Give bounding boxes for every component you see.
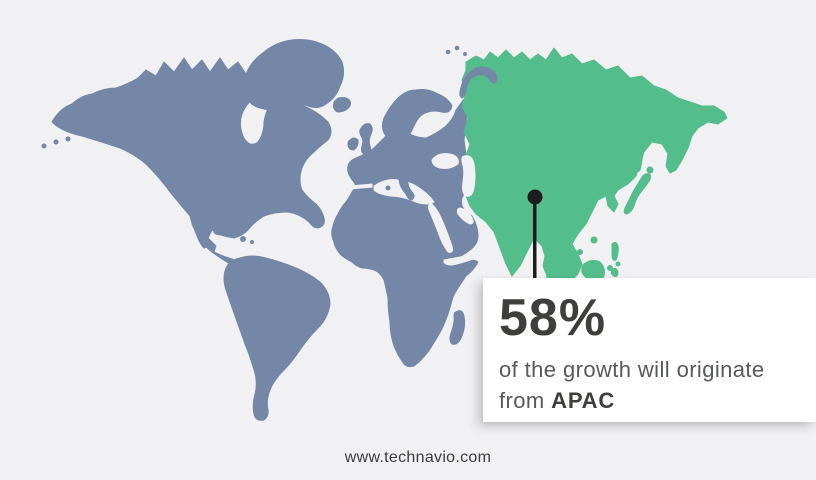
black-sea: [431, 153, 459, 169]
asia-mainland: [461, 47, 728, 291]
southern-europe: [385, 173, 434, 201]
stat-value: 58%: [499, 289, 607, 347]
iceland: [333, 97, 351, 113]
arctic-island: [454, 45, 460, 51]
sardinia: [385, 185, 391, 191]
persian-gulf: [456, 207, 474, 225]
madagascar: [449, 310, 466, 345]
sakhalin: [635, 145, 644, 173]
continent-south-america: [223, 255, 331, 421]
footer-url: www.technavio.com: [344, 449, 492, 466]
japan: [623, 173, 651, 215]
novaya-zemlya: [459, 66, 498, 99]
region-name: APAC: [551, 388, 616, 413]
greece: [421, 177, 434, 191]
stat-description-line2-prefix: from: [499, 388, 545, 413]
baja-peninsula: [191, 219, 208, 249]
cuba-island: [213, 229, 239, 237]
hainan: [577, 249, 583, 255]
sulawesi: [610, 267, 619, 277]
stat-description-line1: of the growth will originate: [499, 357, 765, 382]
philippines: [611, 241, 619, 261]
stat-description: of the growth will originate from APAC: [499, 354, 798, 416]
ireland: [347, 137, 359, 151]
hispaniola-island: [240, 236, 246, 242]
arctic-island: [463, 52, 467, 56]
apac-region-highlight: [461, 47, 728, 291]
greenland: [242, 39, 345, 113]
caspian-sea: [461, 155, 476, 197]
red-sea: [427, 203, 453, 253]
taiwan: [590, 236, 598, 244]
italy: [398, 173, 415, 201]
philippine-island: [615, 261, 621, 267]
apac-marker-dot: [527, 189, 543, 205]
hokkaido: [646, 166, 654, 174]
stat-callout-card: 58% of the growth will originate from AP…: [483, 278, 816, 422]
great-britain: [359, 123, 373, 155]
novaya-zemlya-arc: [459, 66, 498, 99]
gulf-of-aden: [443, 255, 474, 266]
caribbean-island: [250, 240, 254, 244]
gibraltar-strait: [349, 183, 373, 190]
apac-marker-line: [533, 196, 537, 280]
philippine-island: [607, 265, 613, 271]
scandinavia: [381, 89, 453, 145]
aleutian-island: [65, 136, 71, 142]
aleutian-island: [53, 139, 59, 145]
continents-land: [41, 39, 479, 421]
arctic-island: [445, 49, 451, 55]
aleutian-island: [41, 143, 47, 149]
